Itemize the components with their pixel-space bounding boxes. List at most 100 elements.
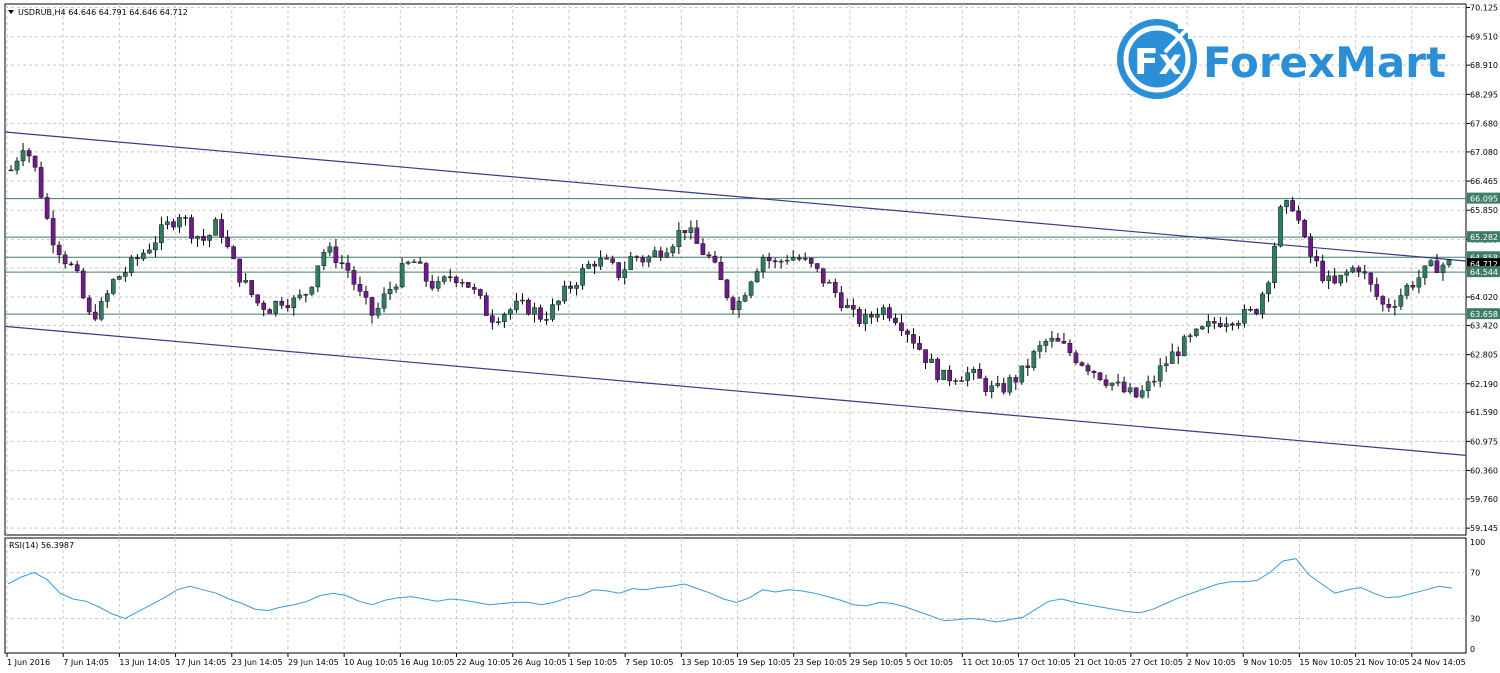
- candle-body: [147, 249, 152, 254]
- candle-body: [1013, 377, 1019, 383]
- level-tag-label: 64.544: [1470, 268, 1498, 277]
- candle-body: [538, 307, 543, 320]
- candle-body: [1031, 351, 1037, 368]
- time-tick-label: 24 Nov 14:05: [1412, 658, 1466, 667]
- candle-body: [327, 246, 333, 253]
- candle-body: [604, 258, 609, 260]
- candle-body: [887, 307, 892, 319]
- candle-body: [610, 258, 615, 263]
- candle-body: [1404, 285, 1410, 296]
- candle-body: [315, 265, 321, 288]
- candle-body: [869, 314, 874, 318]
- candles: [8, 143, 1452, 399]
- candle-body: [165, 221, 170, 225]
- candle-body: [1133, 387, 1139, 398]
- candle-body: [802, 258, 808, 260]
- candle-body: [863, 314, 868, 324]
- candle-body: [941, 369, 946, 380]
- price-tick-label: 70.125: [1470, 4, 1498, 13]
- candle-body: [598, 258, 603, 267]
- collapse-triangle-icon[interactable]: [8, 10, 14, 14]
- candle-body: [1278, 206, 1283, 247]
- price-tick-label: 62.190: [1470, 380, 1498, 389]
- candle-body: [496, 321, 501, 323]
- candle-body: [1224, 323, 1229, 327]
- time-tick-label: 1 Sep 10:05: [569, 658, 617, 667]
- time-tick-label: 13 Sep 10:05: [681, 658, 734, 667]
- price-tick-label: 67.680: [1470, 119, 1498, 128]
- candle-body: [189, 217, 194, 239]
- candle-body: [670, 246, 676, 254]
- horizontal-levels: [5, 198, 1466, 315]
- candle-body: [574, 285, 579, 289]
- price-channel: [4, 131, 1467, 456]
- level-tag-label: 66.095: [1470, 195, 1498, 204]
- candle-body: [123, 272, 128, 277]
- logo-name: ForexMart: [1203, 38, 1446, 87]
- candle-body: [532, 307, 537, 315]
- time-tick-label: 9 Nov 10:05: [1243, 658, 1292, 667]
- price-tick-label: 60.360: [1470, 467, 1498, 476]
- candle-body: [417, 261, 423, 264]
- candle-body: [1308, 236, 1313, 257]
- candle-body: [231, 246, 236, 260]
- candle-body: [1368, 272, 1374, 285]
- candle-body: [929, 358, 934, 363]
- candle-body: [387, 289, 393, 295]
- candle-body: [1338, 274, 1343, 284]
- candle-body: [935, 358, 940, 380]
- candle-body: [616, 262, 621, 278]
- logo-arrow-icon: [1163, 25, 1192, 54]
- candle-body: [550, 304, 555, 320]
- candle-body: [646, 256, 652, 263]
- candle-body: [502, 314, 507, 322]
- candle-body: [1248, 309, 1253, 311]
- candle-body: [1392, 306, 1398, 308]
- candle-body: [1326, 275, 1331, 282]
- candle-body: [32, 155, 38, 168]
- candle-body: [1025, 365, 1031, 368]
- candle-body: [851, 304, 856, 310]
- candle-body: [8, 169, 14, 172]
- candle-body: [237, 258, 242, 283]
- candle-body: [357, 284, 363, 292]
- candle-body: [1410, 285, 1416, 288]
- forexmart-logo: Fx ForexMart: [1117, 19, 1446, 99]
- candle-body: [1097, 372, 1103, 380]
- candle-body: [447, 276, 453, 278]
- candle-body: [74, 264, 80, 272]
- candle-body: [718, 262, 724, 281]
- level-tag-bg: [1467, 258, 1500, 270]
- level-tag-bg: [1467, 251, 1500, 263]
- candle-body: [321, 252, 327, 266]
- candle-body: [520, 299, 525, 302]
- candle-body: [796, 257, 802, 260]
- candle-body: [1187, 335, 1193, 337]
- time-tick-label: 29 Jun 14:05: [288, 658, 339, 667]
- candle-body: [857, 309, 862, 324]
- candle-body: [1428, 260, 1434, 266]
- candle-body: [814, 263, 820, 269]
- price-tick-label: 66.465: [1470, 177, 1498, 186]
- price-tick-label: 67.080: [1470, 148, 1498, 157]
- candle-body: [1206, 321, 1211, 327]
- rsi-panel-frame: [4, 537, 1467, 654]
- candle-body: [911, 334, 916, 344]
- symbol-info: USDRUB,H4 64.646 64.791 64.646 64.712: [18, 8, 188, 17]
- candle-body: [261, 302, 267, 310]
- candle-body: [706, 254, 712, 257]
- candle-body: [50, 218, 56, 246]
- candle-body: [405, 261, 411, 264]
- candle-body: [399, 263, 405, 288]
- candle-body: [1398, 295, 1404, 307]
- candle-body: [628, 256, 634, 270]
- candle-body: [592, 263, 597, 267]
- candle-body: [676, 230, 682, 247]
- level-tag-bg: [1467, 192, 1500, 204]
- candle-body: [1193, 328, 1199, 336]
- candle-body: [411, 261, 417, 263]
- candle-body: [1175, 351, 1181, 357]
- candle-body: [453, 276, 459, 284]
- level-tag-label: 64.712: [1470, 260, 1498, 269]
- candle-body: [26, 150, 32, 157]
